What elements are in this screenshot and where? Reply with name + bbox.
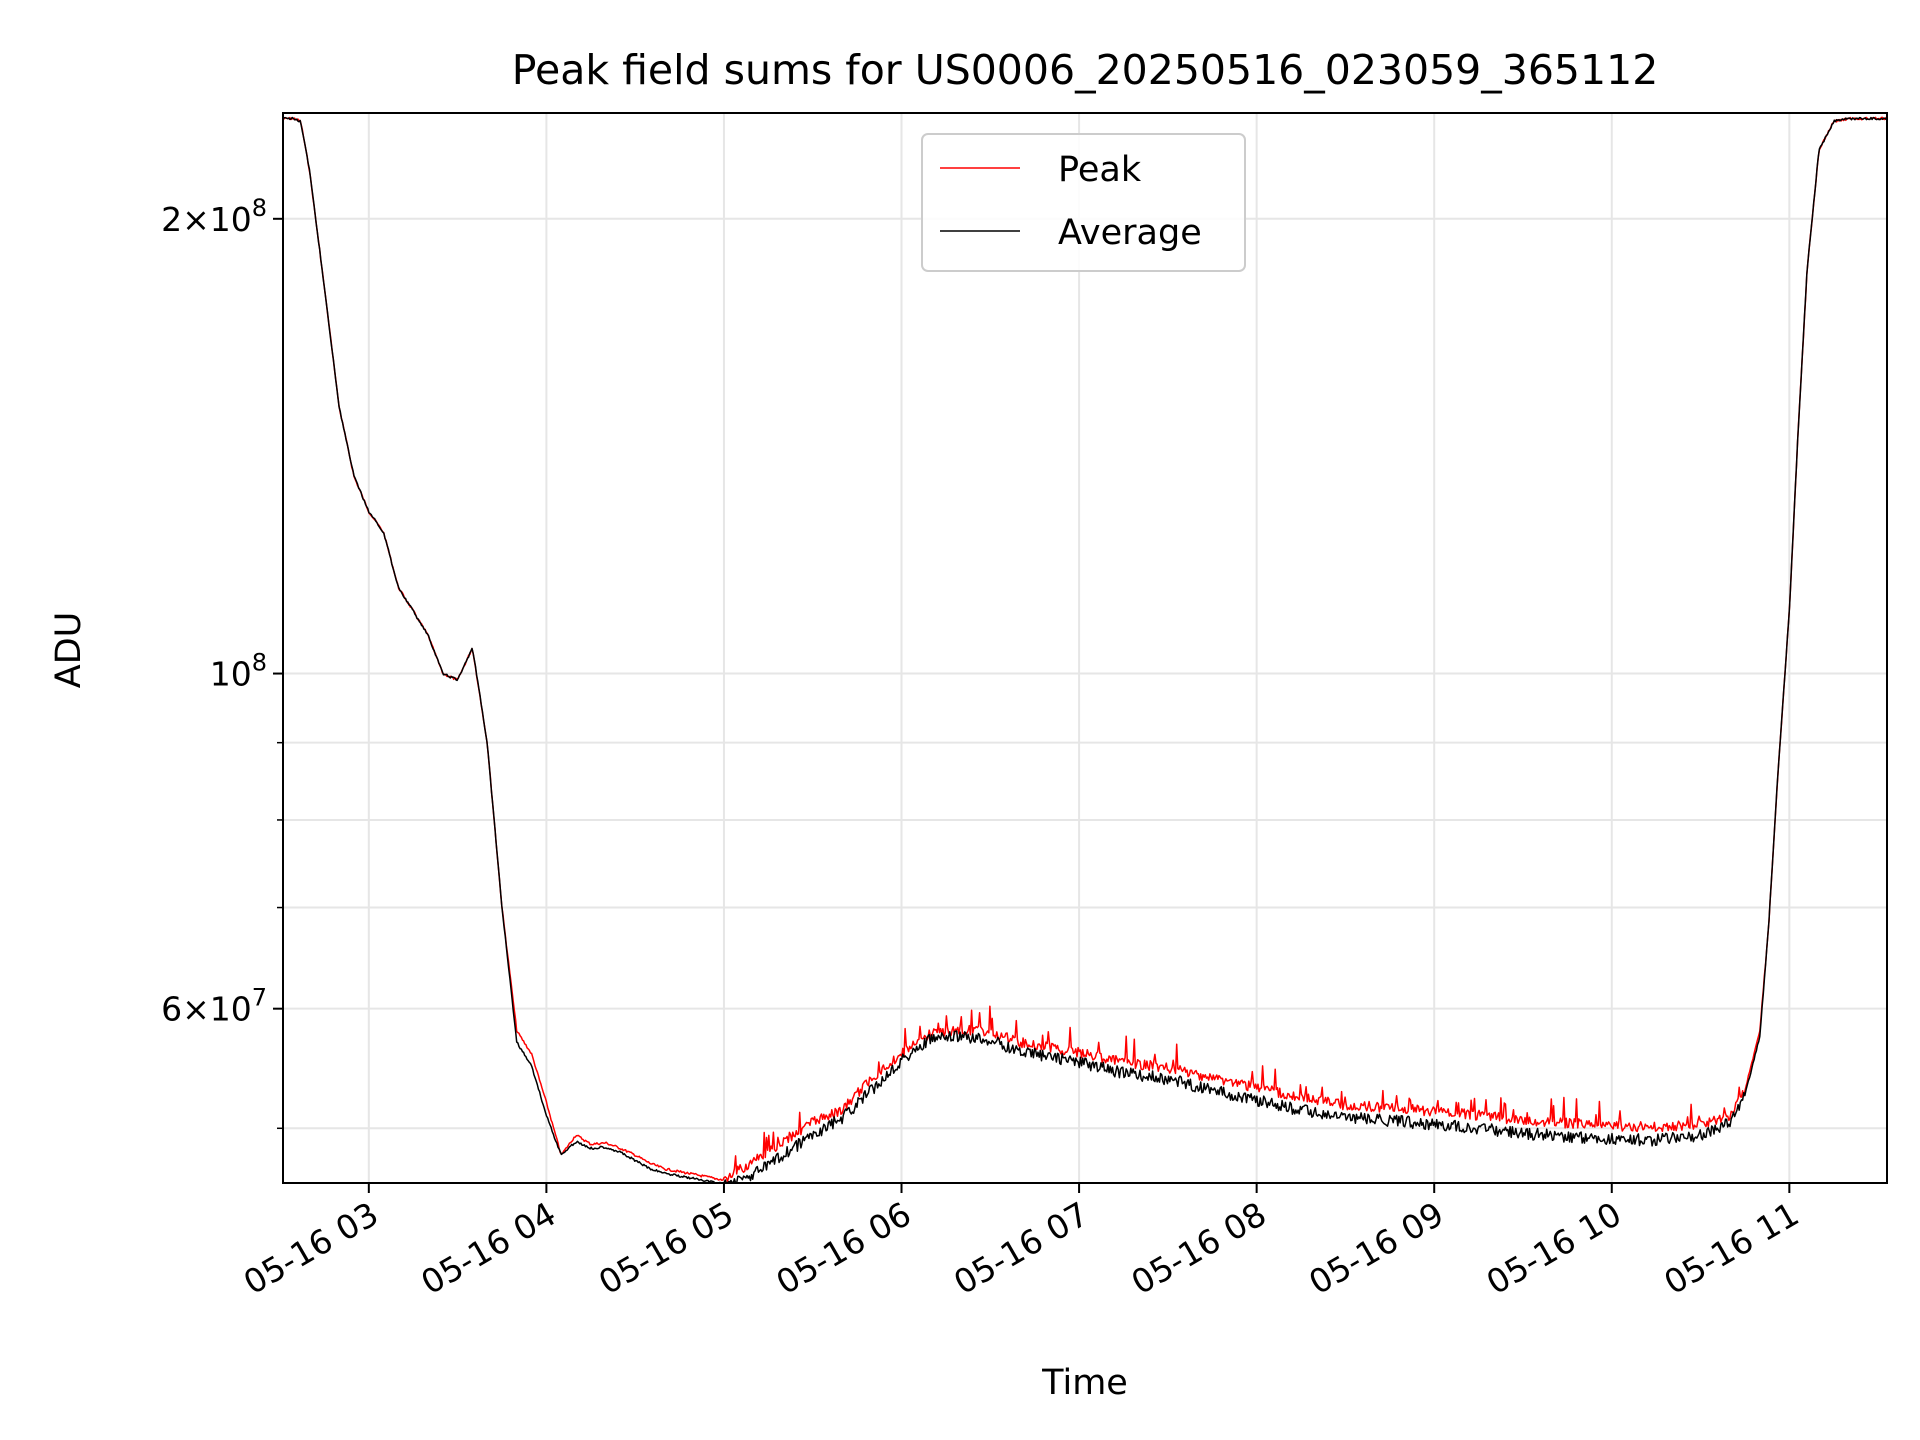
series-line-average	[282, 116, 1888, 1184]
y-tick-mantissa: 2	[161, 200, 182, 239]
y-axis-label: ADU	[49, 612, 89, 689]
y-tick-label: 2×108	[161, 194, 267, 239]
chart-title: Peak field sums for US0006_20250516_0230…	[512, 46, 1659, 94]
y-tick-exponent: 7	[252, 984, 267, 1012]
plot-frame	[282, 112, 1888, 1184]
y-tick-exponent: 8	[252, 194, 267, 222]
y-tick-times: ×	[182, 200, 210, 239]
y-tick-exponent: 8	[252, 649, 267, 677]
y-tick-label: 6×107	[161, 984, 267, 1029]
y-tick-base: 10	[210, 655, 252, 694]
y-tick-mantissa: 6	[161, 990, 182, 1029]
y-tick-base: 10	[210, 200, 252, 239]
legend-label-peak: Peak	[1058, 150, 1142, 190]
y-tick-times: ×	[182, 990, 210, 1029]
y-tick-label: 108	[210, 649, 267, 694]
series-line-peak	[282, 116, 1888, 1183]
legend: Peak Average	[921, 133, 1246, 272]
series-layer	[282, 116, 1888, 1184]
y-tick-base: 10	[210, 990, 252, 1029]
x-axis-label: Time	[1041, 1363, 1128, 1403]
legend-label-average: Average	[1058, 213, 1202, 253]
